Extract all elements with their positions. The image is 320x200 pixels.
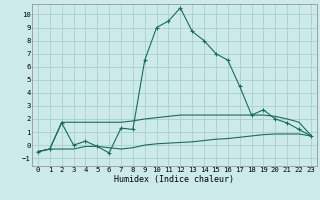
X-axis label: Humidex (Indice chaleur): Humidex (Indice chaleur) (115, 175, 234, 184)
